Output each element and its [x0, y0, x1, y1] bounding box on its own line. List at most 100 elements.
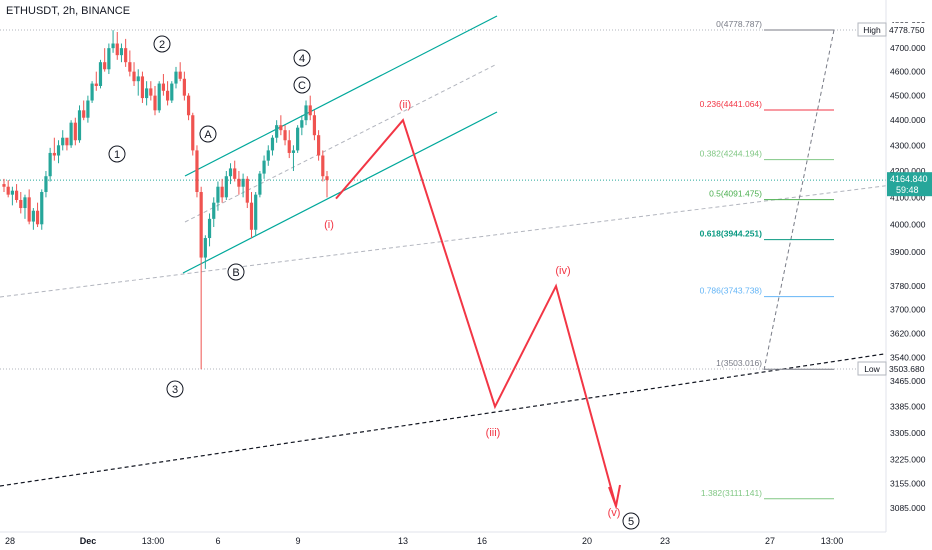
candle-body: [220, 186, 224, 198]
price-axis[interactable]: 4800.0004700.0004600.0004500.0004400.000…: [857, 0, 932, 550]
channel-mid-line: [184, 63, 498, 223]
candle-body: [228, 168, 233, 177]
projected-wave-path[interactable]: [335, 118, 621, 511]
time-tick-label: 13:00: [821, 536, 844, 546]
fib-diagonal-line: [763, 29, 835, 371]
candle-body: [165, 90, 170, 101]
candle-body: [31, 210, 35, 222]
candle-body: [69, 122, 73, 146]
candle-body: [296, 127, 300, 151]
candle-body: [203, 238, 207, 258]
candle-body: [312, 115, 317, 136]
candle-body: [145, 88, 149, 99]
candle-body: [35, 210, 40, 225]
wave-label-circle: [199, 125, 217, 143]
candle-body: [304, 105, 308, 121]
wave-label-circle: [227, 263, 245, 281]
candle-body: [300, 120, 304, 128]
candle-body: [270, 137, 275, 151]
candle-body: [186, 95, 191, 116]
candle-body: [149, 88, 153, 96]
candle-body: [191, 115, 195, 151]
projected-wave-label: (iii): [486, 427, 501, 439]
candle-body: [153, 95, 157, 111]
projection-line: [335, 118, 617, 507]
wave-label-circle: [622, 512, 640, 530]
candle-body: [90, 83, 94, 101]
low-price-box: [887, 362, 932, 375]
time-tick-label: 16: [477, 536, 487, 546]
candle-body: [262, 160, 266, 174]
projected-wave-label: (ii): [399, 99, 411, 111]
candle-body: [287, 140, 291, 153]
time-tick-label: 27: [765, 536, 775, 546]
fib-level-label: 1.382(3111.141): [701, 488, 762, 498]
low-price-value: 3503.680: [889, 364, 925, 374]
candle-body: [23, 197, 27, 209]
candle-body: [321, 155, 325, 177]
candle-body: [27, 197, 31, 222]
wave-labels: 1 2 3 4 5 A B C (i) (ii) (iii) (iv) (v): [108, 35, 640, 530]
lower-trendline: [0, 353, 885, 487]
candle-body: [124, 48, 128, 63]
wave-label: 2: [159, 39, 165, 51]
candle-body: [103, 62, 107, 70]
candle-body: [254, 194, 258, 230]
candle-body: [6, 186, 10, 195]
candle-body: [279, 125, 283, 131]
price-tick-label: 3465.000: [890, 376, 926, 386]
wave-label-circle: [153, 35, 171, 53]
price-tick-label: 3385.000: [890, 402, 926, 412]
time-axis-background: [0, 532, 932, 550]
candle-body: [52, 152, 56, 156]
candle-body: [77, 110, 82, 141]
candle-body: [275, 125, 279, 138]
candle-body: [245, 178, 249, 203]
channel-upper-line: [184, 15, 498, 177]
fib-level-label: 0.382(4244.194): [700, 149, 763, 159]
candle-body: [224, 176, 228, 198]
price-tick-label: 4000.000: [890, 219, 926, 229]
price-tick-label: 3620.000: [890, 328, 926, 338]
candle-body: [132, 71, 136, 82]
time-tick-label: 13:00: [142, 536, 165, 546]
candle-body: [182, 78, 186, 96]
price-tick-label: 4700.000: [890, 43, 926, 53]
wave-label-circle: [293, 49, 311, 67]
candle-body: [237, 178, 241, 187]
time-tick-label: 13: [398, 536, 408, 546]
wave-label-circle: [166, 380, 184, 398]
candle-body: [19, 199, 23, 209]
wave-label: B: [232, 267, 239, 279]
candle-body: [195, 150, 199, 193]
high-price-value: 4778.750: [889, 25, 925, 35]
candle-body: [207, 218, 212, 239]
price-axis-background: [886, 0, 932, 550]
candle-body: [94, 83, 98, 86]
candle-body: [115, 43, 119, 56]
long-support-line: [0, 179, 932, 298]
time-axis[interactable]: 28 Dec 13:00 6 9 13 16 20 23 27 13:00: [0, 531, 932, 550]
time-tick-label: 28: [5, 536, 15, 546]
candle-body: [107, 48, 111, 70]
candle-body: [136, 76, 140, 82]
fib-level-label: 0(4778.787): [716, 19, 762, 29]
candle-body: [140, 76, 145, 99]
time-tick-label: 23: [660, 536, 670, 546]
candle-body: [233, 168, 237, 179]
candle-body: [119, 48, 124, 56]
price-tick-label: 4300.000: [890, 140, 926, 150]
candle-body: [161, 83, 166, 91]
fib-level-label: 1(3503.016): [716, 358, 762, 368]
price-tick-label: 4200.000: [890, 166, 926, 176]
price-tick-label: 3700.000: [890, 304, 926, 314]
fib-retracement[interactable]: 0(4778.787) 0.236(4441.064) 0.382(4244.194…: [700, 19, 834, 500]
candle-body: [291, 150, 296, 153]
candle-body: [157, 83, 161, 111]
wave-label-circle: [293, 76, 311, 94]
candle-body: [56, 145, 61, 156]
wave-label: C: [298, 80, 306, 92]
time-tick-label: 9: [295, 536, 300, 546]
high-price-box: [887, 23, 932, 36]
